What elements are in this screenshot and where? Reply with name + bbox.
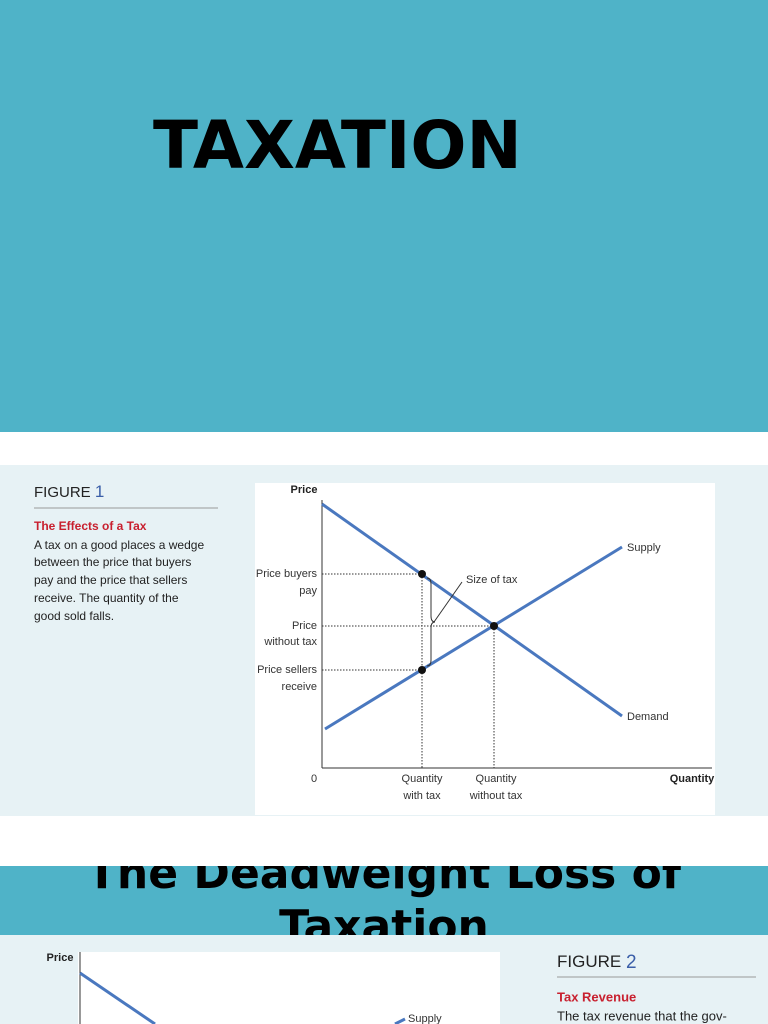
curve-label: Supply — [627, 542, 661, 554]
title-line: The Deadweight Loss of — [87, 848, 682, 899]
curve-label: Demand — [627, 711, 669, 723]
caption-line: good sold falls. — [34, 609, 114, 623]
figure-heading: The Effects of a Tax — [34, 519, 147, 533]
quantity-label: Quantity — [476, 773, 517, 785]
demand-curve — [79, 971, 156, 1024]
brace — [426, 577, 436, 667]
price-label: receive — [282, 681, 317, 693]
y-axis-label: Price — [291, 484, 318, 496]
figure-label: FIGURE 1 — [34, 482, 104, 501]
quantity-label: Quantity — [402, 773, 443, 785]
figure-number: 1 — [95, 482, 104, 501]
x-axis-label: Quantity — [670, 773, 715, 785]
title-line: Taxation — [279, 901, 489, 952]
slide-title: The Deadweight Loss of Taxation — [87, 848, 682, 952]
slide-background — [0, 866, 768, 935]
chart-area — [78, 952, 500, 1024]
figure-label: FIGURE 2 — [557, 952, 637, 973]
price-label: Price sellers — [257, 664, 317, 676]
demand-curve — [321, 502, 623, 718]
figure-heading: Tax Revenue — [557, 989, 636, 1004]
point — [490, 622, 498, 630]
supply-curve — [394, 1017, 406, 1024]
quantity-label: with tax — [402, 790, 441, 802]
annotation: Size of tax — [466, 574, 518, 586]
origin-label: 0 — [311, 773, 317, 785]
figure-word: FIGURE — [34, 484, 91, 501]
price-label: Price — [292, 620, 317, 632]
curve-label: Supply — [408, 1013, 442, 1024]
point — [418, 666, 426, 674]
quantity-label: without tax — [469, 790, 523, 802]
caption-line: A tax on a good places a wedge — [34, 538, 204, 552]
caption-line: The tax revenue that the gov- — [557, 1008, 727, 1023]
caption-line: receive. The quantity of the — [34, 591, 179, 605]
supply-curve — [324, 545, 623, 731]
figure-number: 2 — [626, 952, 637, 973]
caption-line: pay and the price that sellers — [34, 573, 187, 587]
chart-area — [255, 483, 715, 815]
point — [418, 570, 426, 578]
slide-title: TAXATION — [153, 107, 522, 184]
slide-background — [0, 0, 768, 432]
leader-line — [433, 581, 463, 623]
y-axis-label: Price — [47, 952, 74, 964]
caption-line: between the price that buyers — [34, 555, 191, 569]
figure-word: FIGURE — [557, 952, 621, 971]
price-label: pay — [299, 585, 317, 597]
price-label: Price buyers — [256, 568, 318, 580]
price-label: without tax — [263, 636, 317, 648]
